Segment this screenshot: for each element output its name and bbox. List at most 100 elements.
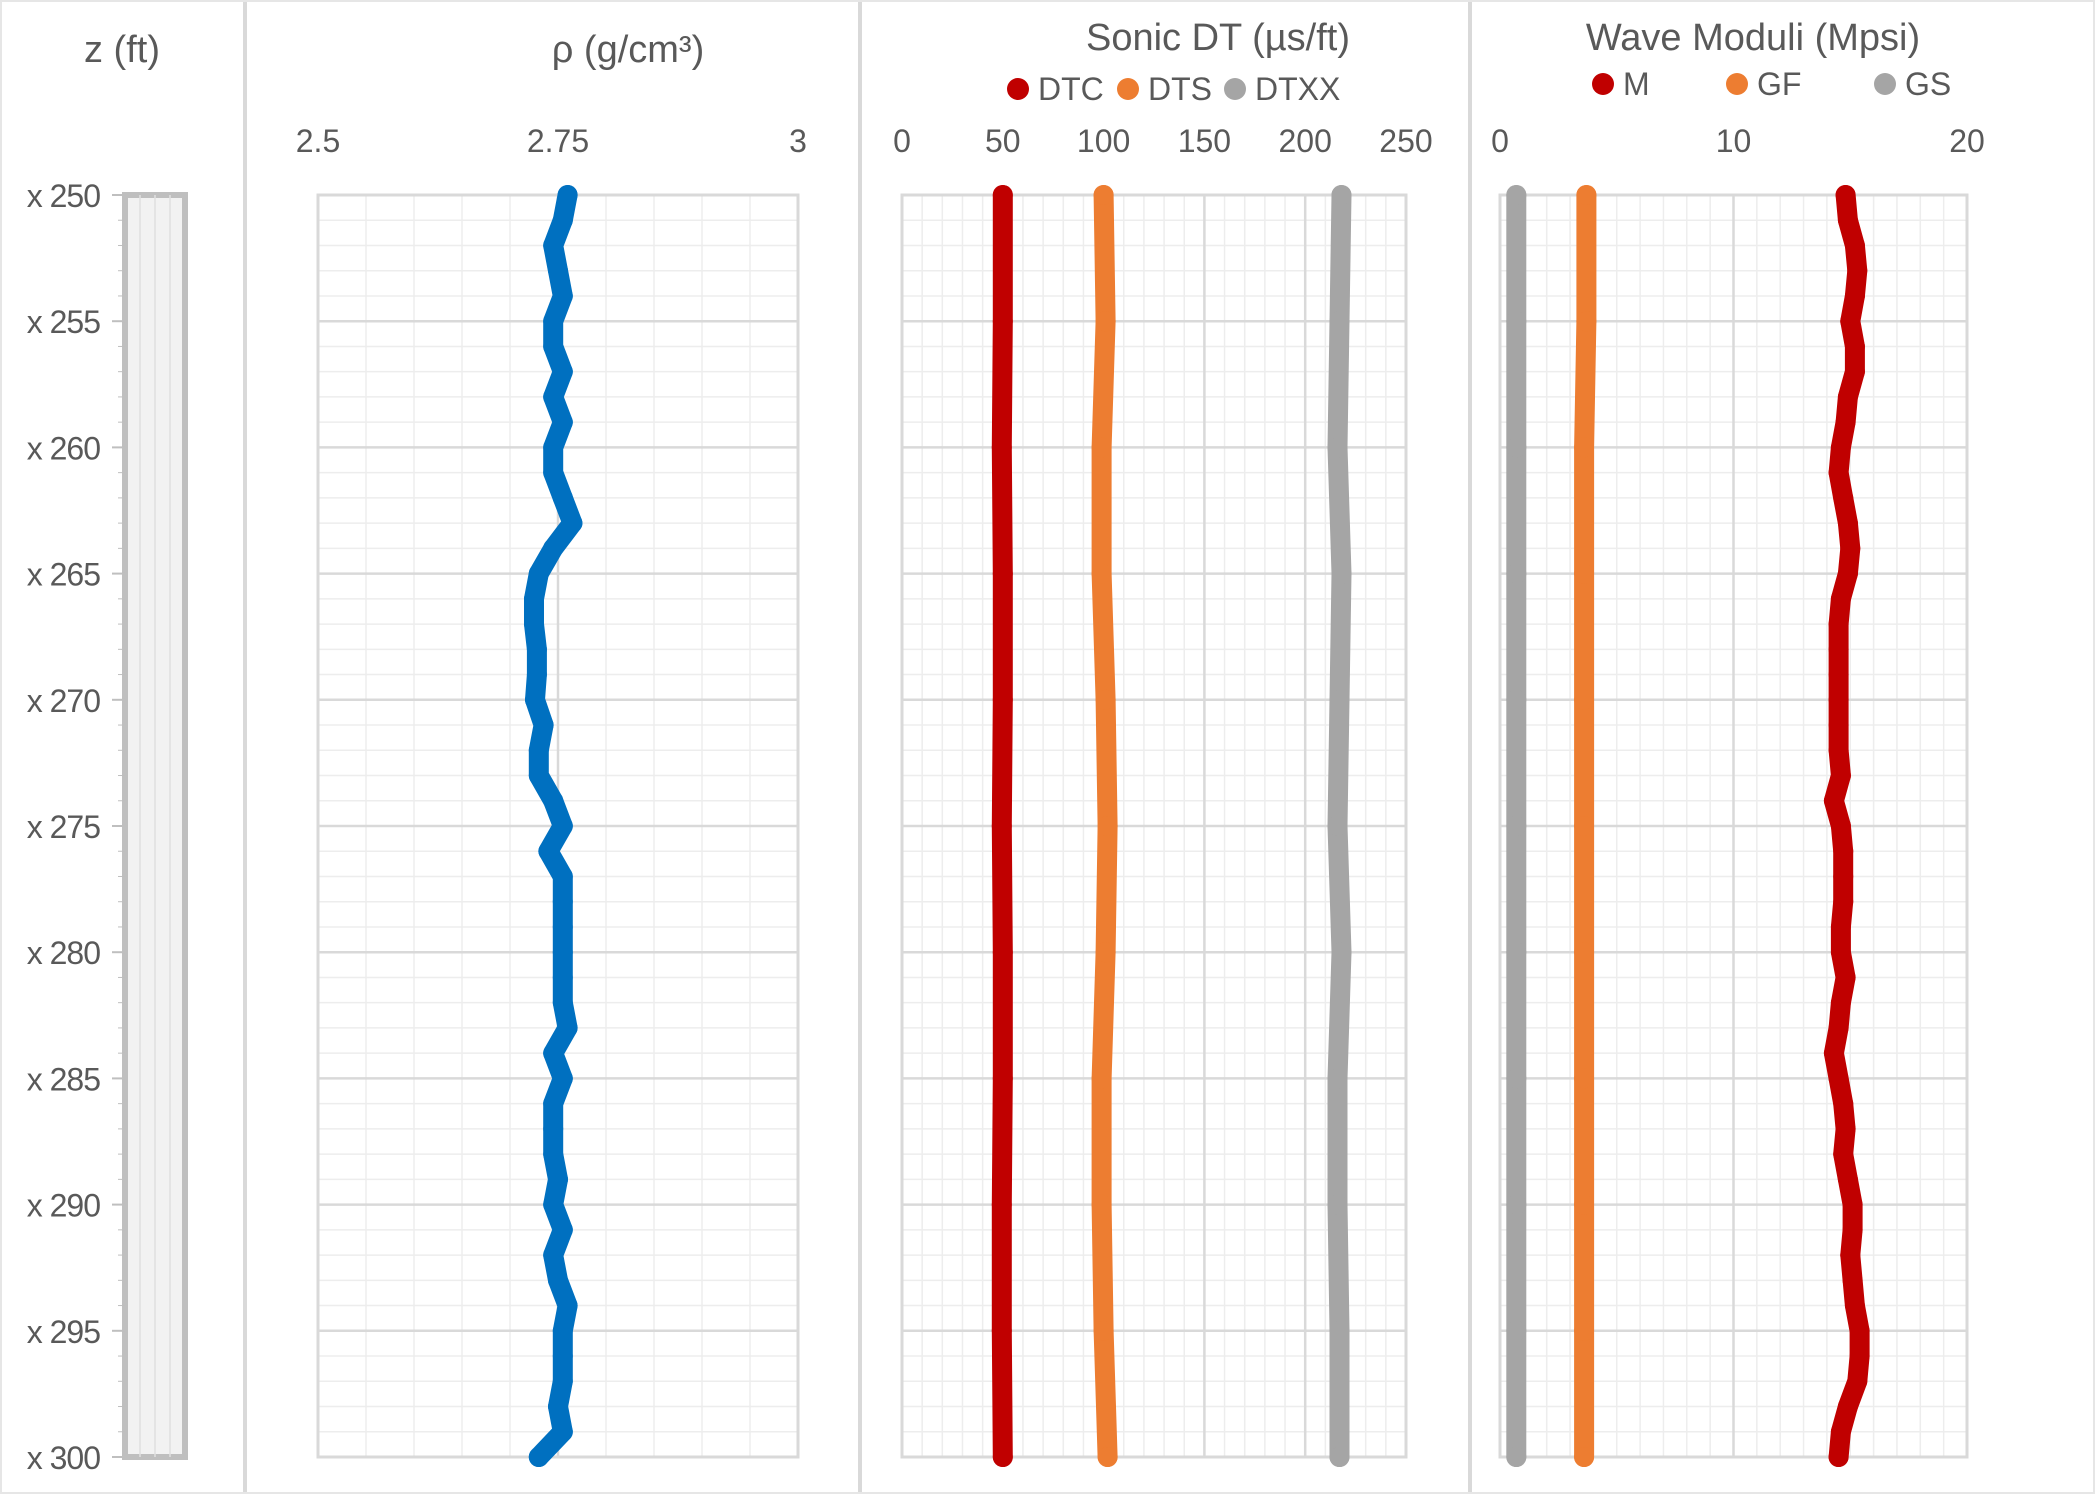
x-tick-label: 20 [1949,123,1985,159]
data-point [552,361,573,382]
data-point [1828,715,1849,736]
data-point [1574,1447,1595,1467]
data-point [1828,639,1849,660]
data-point [1097,1447,1118,1467]
data-point [552,1219,573,1240]
data-point [1835,1118,1856,1139]
depth-tick-label: x 300 [27,1440,100,1476]
data-point [524,689,545,710]
data-point [1844,1295,1865,1316]
data-point [543,386,564,407]
data-point [543,1194,564,1215]
data-point [543,311,564,332]
data-point [1837,386,1858,407]
legend-label-dts: DTS [1148,71,1212,107]
data-point [1837,563,1858,584]
data-point [1329,1447,1350,1467]
data-point [1576,185,1597,205]
data-point [1095,311,1116,332]
data-point [1576,311,1597,332]
data-point [552,1320,573,1341]
x-tick-label: 50 [985,123,1021,159]
x-tick-label: 2.5 [296,123,340,159]
data-point [1506,185,1527,205]
depth-tick-label: x 270 [27,683,100,719]
depth-tick-label: x 255 [27,304,100,340]
data-point [1095,689,1116,710]
x-tick-label: 0 [1491,123,1509,159]
data-point [526,639,547,660]
data-point [552,816,573,836]
legend-label-dtxx: DTXX [1255,71,1340,107]
legend-label-dtc: DTC [1038,71,1104,107]
data-point [1833,841,1854,862]
x-tick-label: 2.75 [527,123,589,159]
data-point [992,689,1013,710]
data-point [1506,942,1527,963]
data-point [1506,563,1527,584]
data-point [1574,942,1595,963]
data-point [543,1093,564,1114]
data-point [552,942,573,963]
density-track-title: ρ (g/cm³) [552,29,704,71]
data-point [552,1371,573,1392]
data-point [557,1017,578,1038]
data-point [1574,563,1595,584]
data-point [1835,412,1856,433]
data-point [557,1295,578,1316]
data-point [1097,816,1118,836]
data-point [543,336,564,357]
data-point [552,487,573,508]
data-point [543,462,564,483]
data-point [1842,1219,1863,1240]
data-point [552,1421,573,1442]
data-point [552,1346,573,1367]
data-point [543,1118,564,1139]
data-point [1844,235,1865,256]
data-point [1574,816,1595,836]
data-point [1828,614,1849,635]
data-point [1506,311,1527,332]
x-tick-label: 250 [1379,123,1432,159]
data-point [1830,942,1851,963]
x-tick-label: 0 [893,123,911,159]
data-point [552,866,573,887]
data-point [552,992,573,1013]
data-point [1329,689,1350,710]
data-point [552,285,573,306]
data-point [1093,1320,1114,1341]
legend-marker [1117,78,1139,100]
data-point [1828,1068,1849,1089]
data-point [528,1447,549,1467]
data-point [543,235,564,256]
data-point [552,210,573,231]
depth-track: x 250 x 255 x 260 x 265 x 270 x 275 x 280 x 285… [27,178,188,1476]
depth-tick-label: x 280 [27,935,100,971]
data-point [543,538,564,559]
data-point [1833,1144,1854,1165]
legend-marker [1726,73,1748,95]
data-point [1844,285,1865,306]
data-point [991,816,1012,836]
data-point [992,1068,1013,1089]
depth-tick-label: x 295 [27,1314,100,1350]
data-point [1828,664,1849,685]
x-tick-label: 100 [1077,123,1130,159]
depth-tick-label: x 250 [27,178,100,214]
depth-tick-label: x 285 [27,1061,100,1097]
legend-label-gs: GS [1905,66,1951,102]
data-point [548,1396,568,1417]
data-point [524,614,544,635]
data-point [1331,942,1352,963]
data-point [1574,1194,1595,1215]
depth-tick-label: x 290 [27,1188,100,1224]
plot-frame [900,193,1408,1459]
data-point [543,437,564,458]
legend-label-m: M [1623,66,1650,102]
data-point [1837,210,1858,231]
data-point [1849,1346,1870,1367]
data-point [1830,1421,1851,1442]
